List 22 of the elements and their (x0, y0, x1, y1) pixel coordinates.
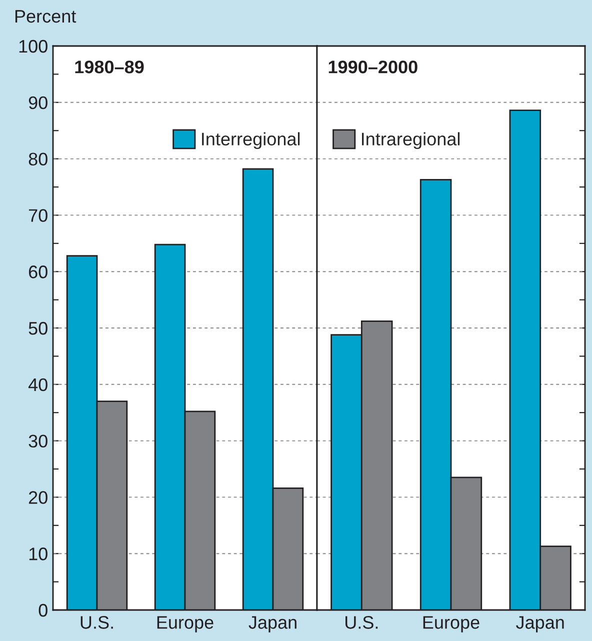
text: 1990–2000 (328, 60, 418, 74)
y-tick-label: 90 (28, 96, 48, 110)
x-tick-label: Europe (423, 616, 480, 632)
y-tick-label: 60 (28, 266, 48, 278)
x-tick-label: Japan (516, 616, 564, 632)
y-tick-label: 40 (28, 378, 48, 392)
text: 1980–89 (75, 60, 144, 74)
y-tick-label: 20 (28, 491, 48, 504)
x-tick-label: U.S. (346, 616, 378, 629)
x-tick-label: Japan (248, 616, 296, 632)
y-tick-label: 80 (28, 152, 48, 166)
y-tick-label: 100 (19, 40, 48, 53)
y-tick-label: 0 (38, 604, 48, 617)
y-tick-label: 30 (28, 434, 48, 448)
y-tick-label: 70 (28, 209, 48, 222)
y-tick-label: 10 (29, 548, 48, 560)
y-tick-label: 50 (28, 322, 48, 335)
y-axis-title: Percent (15, 10, 76, 23)
x-tick-label: U.S. (80, 616, 113, 629)
text: Intraregional (362, 132, 460, 150)
x-tick-label: Europe (157, 616, 214, 632)
legend-label: Interregional (202, 132, 300, 150)
